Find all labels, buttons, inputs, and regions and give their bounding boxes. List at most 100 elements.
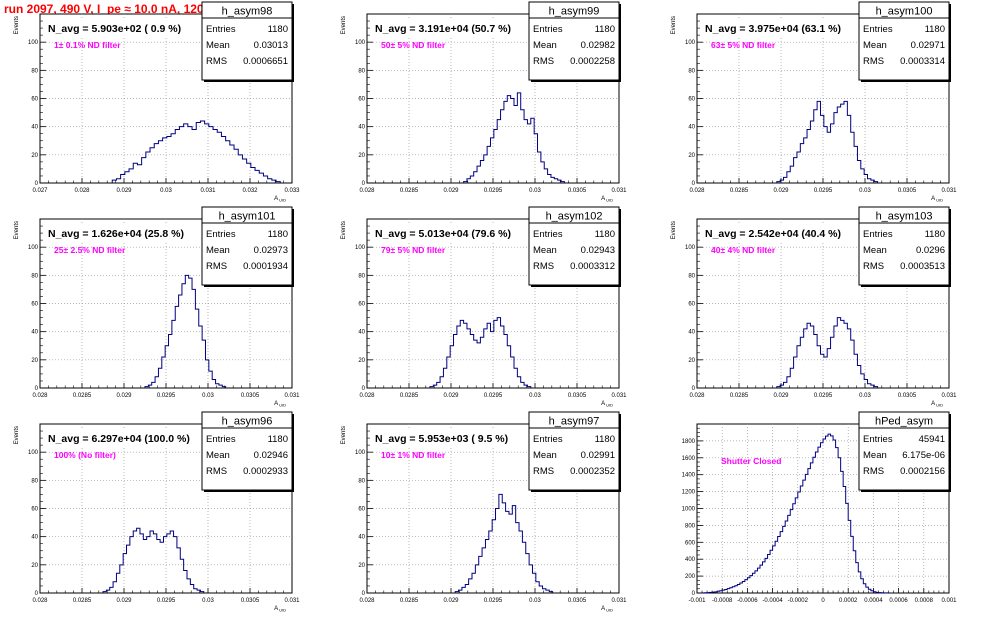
y-axis-title: Events [341, 16, 347, 34]
x-axis-title-base: A [931, 401, 935, 407]
y-tick-label: 40 [31, 535, 38, 541]
y-axis-title: Events [14, 16, 20, 34]
x-tick-label: 0.032 [242, 188, 258, 194]
x-tick-label: 0.0305 [241, 598, 260, 604]
y-tick-label: 60 [358, 507, 365, 513]
filter-annotation: 50± 5% ND filter [381, 40, 446, 50]
x-axis-title-subscript: UID [606, 403, 613, 408]
y-tick-label: 1200 [682, 490, 696, 496]
x-tick-label: 0.0295 [814, 393, 833, 399]
stats-label: Mean [533, 450, 557, 461]
y-tick-label: 0 [362, 181, 366, 187]
title-box: N_avg = 3.975e+04 (63.1 %) [701, 20, 879, 36]
y-tick-label: 40 [358, 330, 365, 336]
y-tick-label: 20 [688, 153, 695, 159]
y-tick-label: 80 [358, 68, 365, 74]
x-tick-label: 0.03 [529, 393, 541, 399]
stats-value: 0.0002258 [570, 56, 615, 67]
y-tick-label: 100 [28, 245, 39, 251]
histogram-series [776, 100, 879, 183]
stats-box-frame [201, 411, 293, 491]
x-tick-label: 0.0305 [568, 598, 587, 604]
y-tick-label: 80 [31, 478, 38, 484]
panel-title: N_avg = 3.191e+04 (50.7 %) [375, 23, 511, 35]
stats-label: Mean [533, 40, 557, 51]
x-tick-label: -0.0004 [762, 598, 783, 604]
x-axis-title-base: A [601, 196, 605, 202]
y-tick-label: 100 [355, 40, 366, 46]
stats-label: Entries [533, 434, 563, 445]
histogram-series [102, 527, 205, 593]
stats-label: Entries [863, 24, 893, 35]
histogram-series [144, 274, 227, 388]
stats-value: 6.175e-06 [902, 450, 945, 461]
histogram-series [111, 120, 281, 183]
stats-value: 0.02973 [254, 245, 288, 256]
x-tick-label: 0.03 [160, 188, 172, 194]
histogram-series [454, 493, 554, 593]
panel-title: N_avg = 5.903e+02 ( 0.9 %) [48, 23, 181, 35]
x-tick-label: 0.0295 [484, 598, 503, 604]
x-tick-label: 0.029 [116, 598, 132, 604]
stats-value: 0.02991 [581, 450, 615, 461]
y-tick-label: 80 [31, 68, 38, 74]
stats-hist-name: h_asym96 [222, 416, 273, 428]
title-box: N_avg = 1.626e+04 (25.8 %) [44, 225, 222, 241]
x-tick-label: 0.029 [773, 188, 789, 194]
stats-box-frame [528, 1, 620, 81]
stats-value: 1180 [595, 229, 615, 240]
x-axis-title-base: A [601, 401, 605, 407]
stats-hist-name: h_asym100 [876, 6, 933, 18]
stats-value: 0.0002352 [570, 466, 615, 477]
y-tick-label: 40 [358, 125, 365, 131]
y-tick-label: 1800 [682, 439, 696, 445]
panel-title: N_avg = 1.626e+04 (25.8 %) [48, 228, 184, 240]
stats-label: Entries [863, 434, 893, 445]
stats-label: RMS [533, 466, 554, 477]
stats-box: hPed_asym Entries 45941 Mean 6.175e-06 RMS 0.0… [858, 411, 951, 492]
stats-label: Mean [206, 40, 230, 51]
stats-label: RMS [533, 56, 554, 67]
y-tick-label: 40 [688, 125, 695, 131]
y-tick-label: 100 [355, 450, 366, 456]
x-tick-label: 0.0002 [839, 598, 858, 604]
y-tick-label: 60 [688, 302, 695, 308]
y-tick-label: 60 [358, 302, 365, 308]
histogram-panel-h_asym97: 0.028 0.0285 0.029 0.0295 0.03 0.0305 0.031 0 20… [341, 411, 627, 613]
y-tick-label: 0 [35, 591, 39, 597]
x-tick-label: 0.0004 [864, 598, 883, 604]
y-tick-label: 20 [31, 153, 38, 159]
stats-box: h_asym96 Entries 1180 Mean 0.02946 RMS 0.00029… [201, 411, 294, 492]
x-tick-label: 0.028 [359, 598, 375, 604]
y-tick-label: 100 [685, 40, 696, 46]
y-tick-label: 600 [685, 540, 696, 546]
stats-box-frame [201, 206, 293, 286]
x-axis-title: AUID [601, 401, 613, 408]
x-tick-label: 0.029 [443, 188, 459, 194]
x-tick-label: 0.0305 [241, 393, 260, 399]
x-tick-label: 0.0006 [889, 598, 908, 604]
y-tick-label: 100 [28, 450, 39, 456]
x-axis-title-base: A [274, 196, 278, 202]
x-tick-label: 0.029 [443, 598, 459, 604]
x-tick-label: 0.0305 [568, 188, 587, 194]
y-tick-label: 80 [358, 478, 365, 484]
x-tick-label: -0.001 [688, 598, 706, 604]
title-box-bg [44, 225, 222, 241]
stats-value: 0.02982 [581, 40, 615, 51]
x-axis-title: AUID [274, 401, 286, 408]
x-tick-label: 0.031 [284, 598, 300, 604]
y-tick-label: 80 [688, 273, 695, 279]
stats-value: 0.02946 [254, 450, 288, 461]
x-axis-title-subscript: UID [279, 608, 286, 613]
panel-title: N_avg = 5.953e+03 ( 9.5 %) [375, 433, 508, 445]
filter-annotation: 10± 1% ND filter [381, 450, 446, 460]
run-title: run 2097, 490 V, I_pe ≈ 10.0 nA, 120 Hz [4, 2, 222, 16]
x-axis-title-subscript: UID [279, 198, 286, 203]
histogram-panel-h_asym102: 0.028 0.0285 0.029 0.0295 0.03 0.0305 0.031 0 20… [341, 206, 627, 408]
title-box: N_avg = 2.542e+04 (40.4 %) [701, 225, 879, 241]
y-tick-label: 20 [358, 153, 365, 159]
x-tick-label: 0.028 [359, 188, 375, 194]
stats-label: Mean [206, 245, 230, 256]
x-axis-title: AUID [274, 606, 286, 613]
